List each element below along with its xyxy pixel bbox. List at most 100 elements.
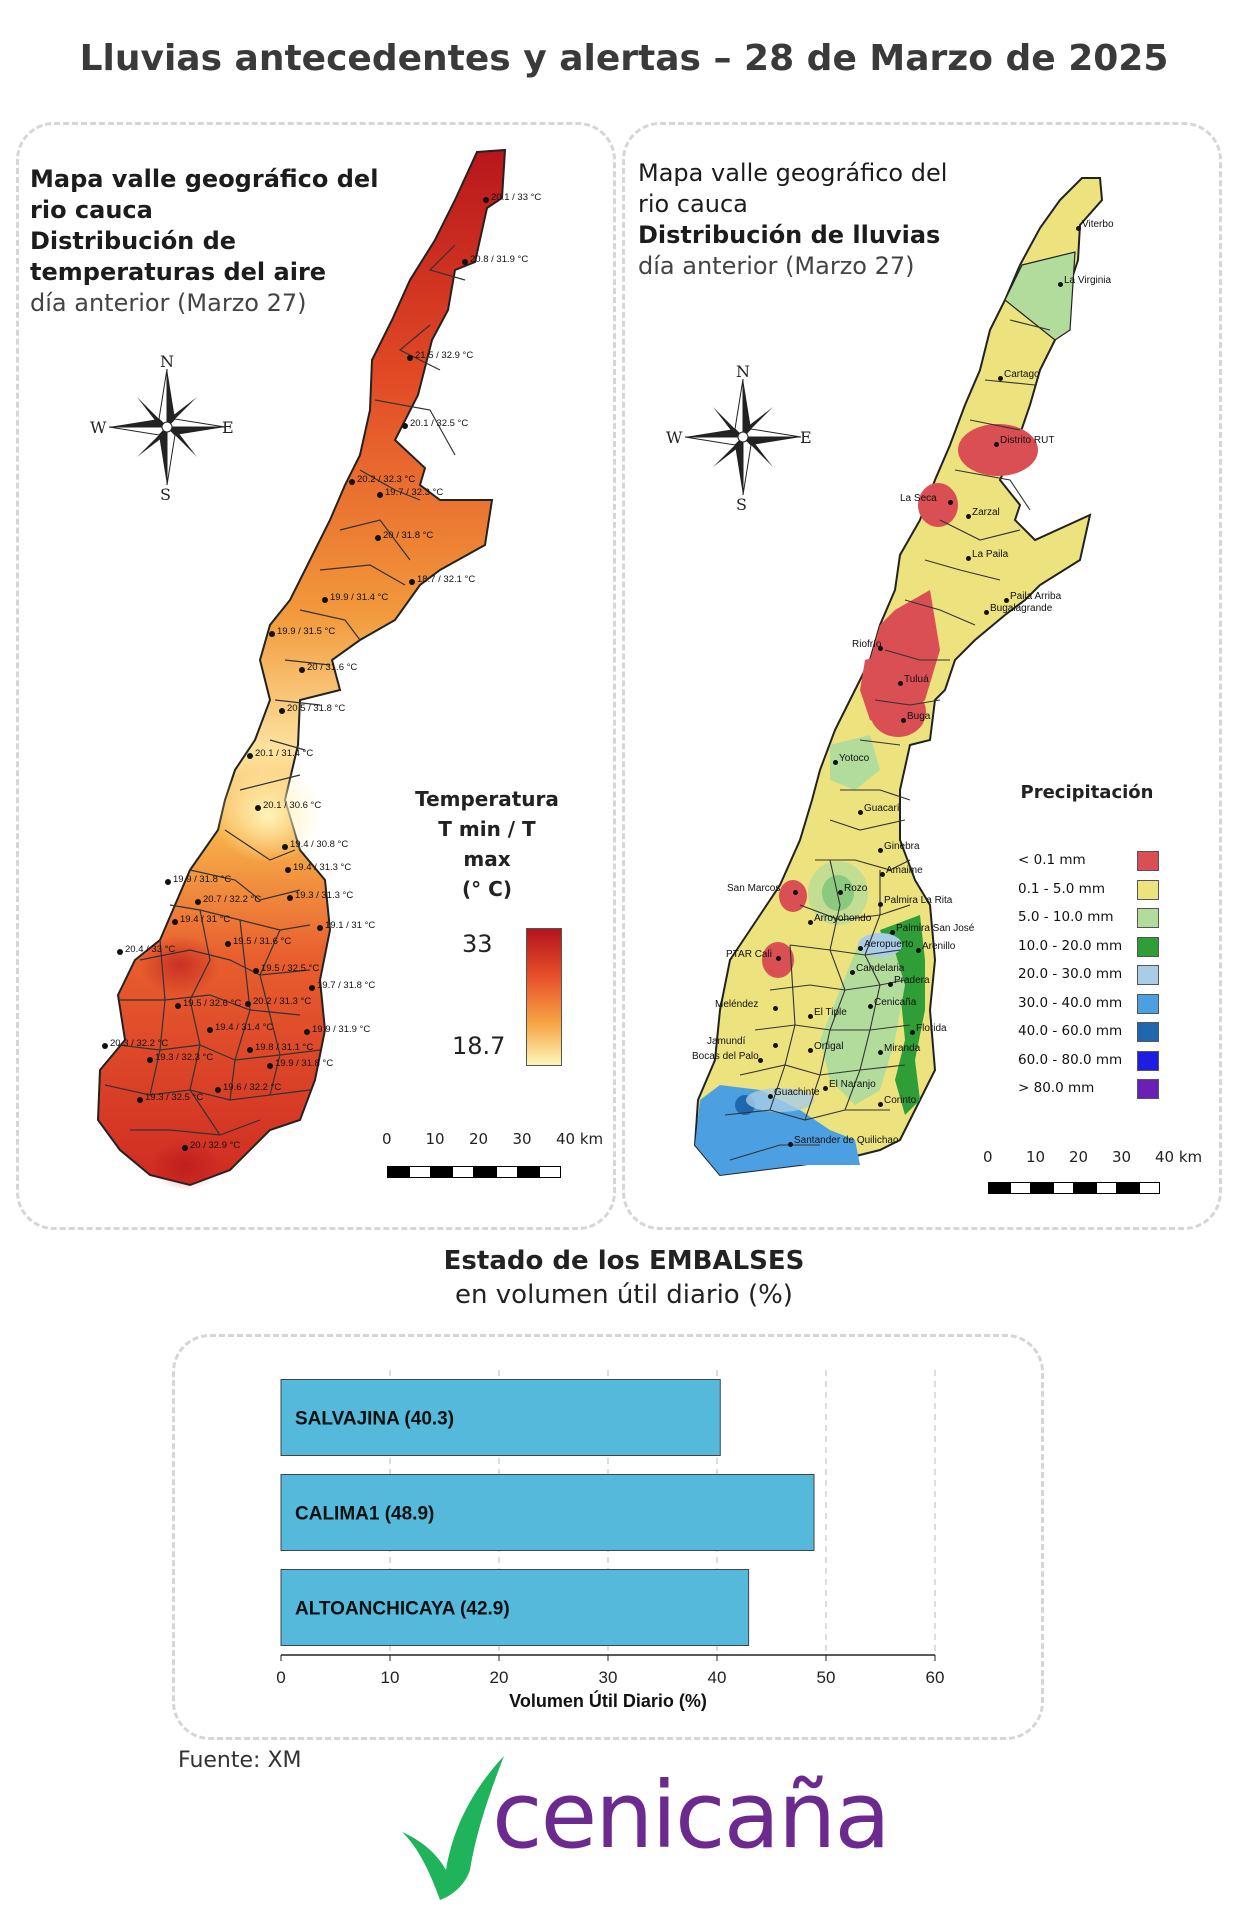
rain-legend-swatch bbox=[1137, 965, 1159, 985]
rain-subtitle: Distribución de lluvias bbox=[638, 221, 941, 249]
temp-compass-rose bbox=[108, 368, 226, 486]
temp-station-marker bbox=[247, 1047, 253, 1053]
rain-zone-5-10-north bbox=[1004, 251, 1076, 341]
temp-station-label: 19.4 / 31.3 °C bbox=[293, 862, 352, 873]
temp-station-label: 20 / 32.9 °C bbox=[190, 1140, 241, 1151]
temp-subtitle-line-1: Distribución de bbox=[30, 227, 237, 255]
rain-cell-borders bbox=[724, 319, 1051, 1161]
rain-station-marker bbox=[857, 945, 863, 951]
temp-legend-line-2: T min / T max bbox=[438, 817, 536, 871]
scale-label: 30 bbox=[1112, 1148, 1132, 1166]
rain-compass-e: E bbox=[800, 428, 812, 447]
rain-station-label: Aeropuerto bbox=[864, 939, 914, 950]
rain-title-line-2: rio cauca bbox=[638, 190, 748, 218]
rain-station-marker bbox=[877, 901, 883, 907]
rain-station-marker bbox=[877, 1101, 883, 1107]
temp-compass-w: W bbox=[90, 418, 107, 437]
scale-label: 10 bbox=[1026, 1148, 1046, 1166]
scale-segment bbox=[1095, 1182, 1117, 1194]
temp-station-marker bbox=[117, 949, 123, 955]
temp-station-marker bbox=[255, 805, 261, 811]
scale-segment bbox=[1117, 1182, 1139, 1194]
temp-station-label: 18.7 / 32.1 °C bbox=[417, 574, 476, 585]
chart-bar bbox=[280, 1379, 721, 1456]
rain-station-label: Amaime bbox=[886, 865, 923, 876]
rain-zone-20-30-south bbox=[746, 1088, 814, 1112]
temp-station-label: 20 / 31.6 °C bbox=[307, 662, 358, 673]
temp-station-label: 19.9 / 31.4 °C bbox=[330, 592, 389, 603]
temp-legend-line-3: (° C) bbox=[462, 877, 512, 901]
reservoirs-subtitle: en volumen útil diario (%) bbox=[455, 1280, 793, 1310]
rain-station-marker bbox=[877, 1049, 883, 1055]
temp-compass-s: S bbox=[160, 485, 171, 504]
scale-label: 10 bbox=[425, 1130, 445, 1148]
chart-bar-label: CALIMA1 (48.9) bbox=[295, 1504, 434, 1525]
rain-station-marker bbox=[993, 441, 999, 447]
rain-station-marker bbox=[772, 1042, 778, 1048]
rain-map-title: Mapa valle geográfico del rio cauca Dist… bbox=[638, 158, 947, 282]
cool-zone bbox=[213, 767, 323, 863]
hot-zone-2 bbox=[150, 1140, 220, 1190]
scale-segment bbox=[1031, 1182, 1053, 1194]
rain-station-marker bbox=[997, 375, 1003, 381]
temp-station-marker bbox=[349, 479, 355, 485]
scale-segment bbox=[452, 1166, 474, 1178]
rain-station-label: Cenicaña bbox=[874, 997, 917, 1008]
temp-station-label: 19.9 / 31.8 °C bbox=[173, 874, 232, 885]
temp-station-marker bbox=[462, 259, 468, 265]
temp-station-marker bbox=[299, 667, 305, 673]
temp-station-marker bbox=[247, 753, 253, 759]
rain-zone-5-10-east bbox=[820, 935, 905, 1105]
temp-station-label: 19.9 / 31.5 °C bbox=[277, 626, 336, 637]
rain-station-label: Viterbo bbox=[1082, 219, 1114, 230]
temp-legend-max: 33 bbox=[462, 930, 493, 958]
temp-station-marker bbox=[165, 879, 171, 885]
scale-segment bbox=[1009, 1182, 1031, 1194]
rain-legend-label: > 80.0 mm bbox=[1018, 1080, 1095, 1096]
rain-station-label: Palmira San José bbox=[896, 923, 975, 934]
temp-station-label: 21.5 / 32.9 °C bbox=[415, 350, 474, 361]
rain-legend-label: 30.0 - 40.0 mm bbox=[1018, 994, 1123, 1011]
temp-station-label: 19.3 / 31.3 °C bbox=[295, 890, 354, 901]
rain-station-label: Santander de Quilichao bbox=[794, 1135, 899, 1146]
rain-compass-w: W bbox=[666, 428, 683, 447]
temp-station-label: 20.1 / 32.5 °C bbox=[410, 418, 469, 429]
rain-station-marker bbox=[832, 759, 838, 765]
rain-station-marker bbox=[897, 680, 903, 686]
temp-station-label: 19.3 / 32.5 °C bbox=[145, 1092, 204, 1103]
rain-station-marker bbox=[877, 645, 883, 651]
rain-legend-label: 20.0 - 30.0 mm bbox=[1018, 966, 1123, 982]
chart-tick-label: 50 bbox=[817, 1668, 836, 1687]
rain-station-label: Distrito RUT bbox=[1000, 435, 1055, 446]
rain-station-label: Buga bbox=[907, 711, 931, 722]
rain-station-label: Paila Arriba bbox=[1010, 591, 1062, 602]
rain-legend-swatch bbox=[1137, 1050, 1159, 1071]
rain-station-label: La Virginia bbox=[1064, 275, 1112, 286]
rain-station-marker bbox=[807, 1013, 813, 1019]
temp-station-label: 20.1 / 31.4 °C bbox=[255, 748, 314, 759]
reservoirs-panel bbox=[172, 1334, 1044, 1740]
temp-station-marker bbox=[287, 895, 293, 901]
rain-station-label: Candelaria bbox=[856, 963, 905, 974]
scale-segment bbox=[387, 1166, 409, 1178]
rain-station-label: Riofrío bbox=[852, 639, 882, 650]
scale-segment bbox=[1074, 1182, 1096, 1194]
temp-legend-title: Temperatura T min / T max (° C) bbox=[412, 784, 562, 904]
chart-tick-label: 40 bbox=[708, 1668, 727, 1687]
temp-station-label: 19.5 / 32.6 °C bbox=[183, 998, 242, 1009]
temp-station-marker bbox=[304, 1029, 310, 1035]
rain-zone-dry-5 bbox=[870, 687, 926, 737]
scale-segment bbox=[988, 1182, 1010, 1194]
temp-station-label: 19.3 / 32.3 °C bbox=[155, 1052, 214, 1063]
chart-tick-label: 0 bbox=[276, 1668, 285, 1687]
scale-segment bbox=[474, 1166, 496, 1178]
rain-station-marker bbox=[757, 1057, 763, 1063]
temp-station-marker bbox=[137, 1097, 143, 1103]
rain-station-marker bbox=[900, 717, 906, 723]
rain-station-label: El Naranjo bbox=[829, 1079, 876, 1090]
chart-tick-label: 60 bbox=[926, 1668, 945, 1687]
temp-station-marker bbox=[282, 844, 288, 850]
temp-date-line: día anterior (Marzo 27) bbox=[30, 289, 307, 317]
rain-legend-swatch bbox=[1137, 1022, 1159, 1042]
